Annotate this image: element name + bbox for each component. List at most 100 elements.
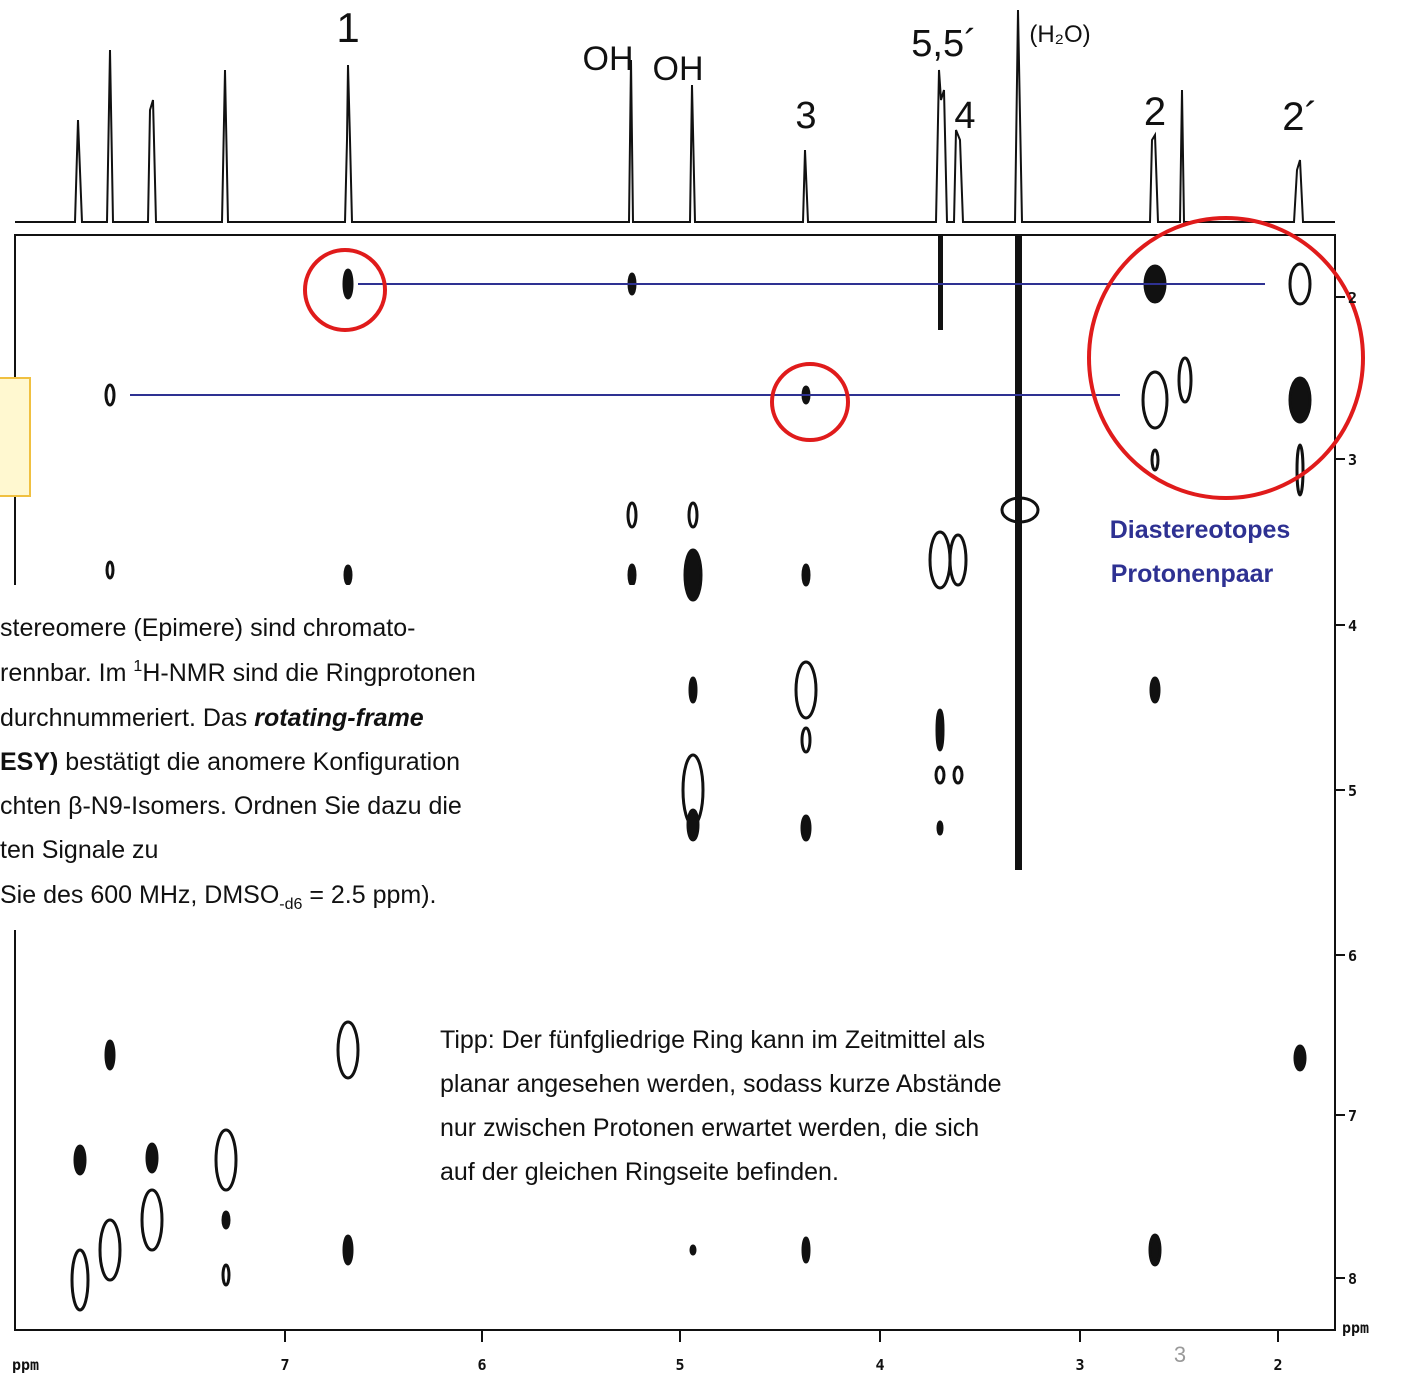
cross-peak [796, 662, 816, 718]
tip-line: nur zwischen Protonen erwartet werden, d… [440, 1114, 979, 1142]
cross-peak [147, 1144, 157, 1172]
peak-label: 2´ [1282, 95, 1318, 139]
cross-peak [75, 1146, 85, 1174]
cross-peak [106, 385, 114, 405]
peak-label: 4 [954, 95, 975, 137]
highlight-circle [772, 364, 848, 440]
highlight-circle [1089, 218, 1363, 498]
cross-peak [954, 767, 962, 783]
task-line: ten Signale zu [0, 836, 158, 864]
peak-label: 3 [795, 95, 816, 137]
water-stripe [1015, 235, 1022, 870]
text: H-NMR sind die Ringprotonen [142, 659, 475, 687]
cross-peak [142, 1190, 162, 1250]
emphasis: rotating-frame [254, 704, 424, 732]
cross-peak [72, 1250, 88, 1310]
cross-peak [950, 535, 966, 585]
task-line: rennbar. Im 1H-NMR sind die Ringprotonen [0, 658, 476, 687]
superscript: 1 [133, 658, 142, 675]
task-line: durchnummeriert. Das rotating-frame [0, 704, 424, 732]
y-tick-label: 5 [1348, 782, 1357, 800]
cross-peak [802, 816, 810, 840]
text: durchnummeriert. Das [0, 704, 254, 732]
cross-peak [1179, 358, 1191, 402]
peak-label: 2 [1144, 90, 1166, 134]
task-line: stereomere (Epimere) sind chromato- [0, 614, 415, 642]
page: {"spectrum": { "peak_labels": ["1", "OH"… [0, 0, 1419, 1383]
cross-peak [803, 1238, 809, 1262]
text: Sie des 600 MHz, DMSO [0, 881, 279, 909]
cross-peak [338, 1022, 358, 1078]
annotation: Protonenpaar [1111, 560, 1274, 588]
slide: 1 OH OH 3 5,5´ (H₂O) 4 2 2´ ppm ppm 7 6 5 4… [0, 0, 1419, 1383]
peak-label: OH [653, 50, 704, 88]
x-tick-label: 5 [675, 1356, 684, 1374]
cross-peak [1297, 445, 1303, 495]
cross-peak [100, 1220, 120, 1280]
projection-spectrum [15, 10, 1335, 222]
cross-peak [216, 1130, 236, 1190]
cross-peak [690, 678, 696, 702]
cross-peak [344, 270, 352, 298]
cross-peak [1150, 1235, 1160, 1265]
y-tick-label: 6 [1348, 947, 1357, 965]
x-tick-label: 2 [1273, 1356, 1282, 1374]
cross-peak [688, 810, 698, 840]
cross-peak [1295, 1046, 1305, 1070]
cross-peak [930, 532, 950, 588]
cross-peak [1143, 372, 1167, 428]
text: stereomere (Epimere) sind chromato- [0, 614, 415, 642]
x-axis-unit: ppm [12, 1356, 39, 1374]
cross-peak [629, 565, 635, 585]
cross-peak [345, 566, 351, 584]
peak-label: (H₂O) [1029, 21, 1090, 48]
y-tick-label: 3 [1348, 451, 1357, 469]
peak-label: OH [583, 40, 634, 78]
peak-label: 1 [336, 4, 359, 51]
text: bestätigt die anomere Konfiguration [58, 748, 460, 776]
task-line: ESY) bestätigt die anomere Konfiguration [0, 748, 460, 776]
text: rennbar. Im [0, 659, 133, 687]
y-tick-label: 4 [1348, 617, 1357, 635]
cross-peak [107, 562, 113, 578]
task-line: chten β-N9-Isomers. Ordnen Sie dazu die [0, 792, 462, 820]
y-axis-unit: ppm [1342, 1319, 1369, 1337]
tip-line: auf der gleichen Ringseite befinden. [440, 1158, 839, 1186]
y-tick-label: 2 [1348, 289, 1357, 307]
cross-peak [937, 710, 943, 750]
cross-peak [803, 565, 809, 585]
cross-peak [344, 1236, 352, 1264]
x-tick-label: 7 [280, 1356, 289, 1374]
cross-peak [685, 550, 701, 600]
x-tick-label: 6 [477, 1356, 486, 1374]
cross-peak [1290, 264, 1310, 304]
cross-peak [802, 728, 810, 752]
y-tick-label: 7 [1348, 1107, 1357, 1125]
y-tick-label: 8 [1348, 1270, 1357, 1288]
cross-peak [106, 1041, 114, 1069]
cross-peak [938, 822, 942, 834]
emphasis: ESY) [0, 748, 58, 776]
cross-peak [628, 503, 636, 527]
cross-peak [223, 1212, 229, 1228]
x-tick-label: 3 [1075, 1356, 1084, 1374]
cross-peak [936, 767, 944, 783]
tip-line: planar angesehen werden, sodass kurze Ab… [440, 1070, 1002, 1098]
sticky-note [0, 378, 30, 496]
cross-peak [223, 1265, 229, 1285]
x-tick-label: 4 [875, 1356, 884, 1374]
task-line: Sie des 600 MHz, DMSO-d6 = 2.5 ppm). [0, 881, 437, 913]
cross-peak [1151, 678, 1159, 702]
page-number: 3 [1174, 1342, 1186, 1367]
tip-line: Tipp: Der fünfgliedrige Ring kann im Zei… [440, 1026, 985, 1054]
spectrum-figure: 1 OH OH 3 5,5´ (H₂O) 4 2 2´ ppm ppm 7 6 5 4… [0, 0, 1419, 1383]
text: ten Signale zu [0, 836, 158, 864]
text: = 2.5 ppm). [302, 881, 436, 909]
annotation: Diastereotopes [1110, 516, 1291, 544]
text: chten β-N9-Isomers. Ordnen Sie dazu die [0, 792, 462, 820]
peak-label: 5,5´ [911, 23, 976, 65]
cross-peak [1152, 450, 1158, 470]
cross-peak [1290, 378, 1310, 422]
cross-peak [689, 503, 697, 527]
diagonal-stripe [938, 235, 943, 330]
